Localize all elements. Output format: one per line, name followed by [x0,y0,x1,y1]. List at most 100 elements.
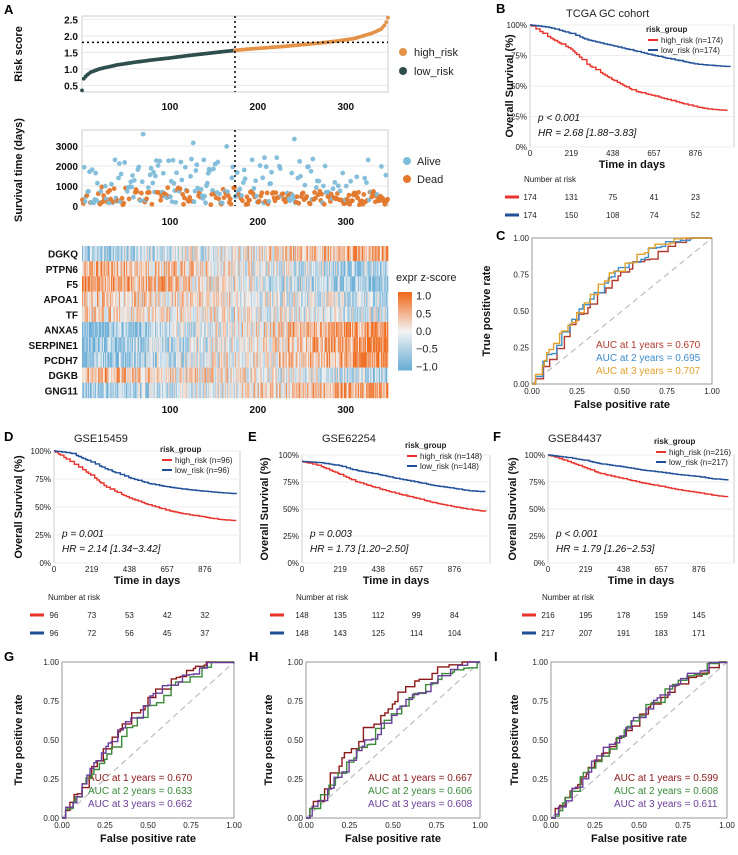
survival-point-alive [86,188,91,194]
heatmap-cell [131,291,133,307]
heatmap-cell [333,306,335,323]
heatmap-cell [211,261,213,277]
heatmap-gene-label: TF [66,310,78,321]
heatmap-cell [179,352,181,368]
roc-h-y-tick: 0.25 [287,775,303,784]
heatmap-cell [242,367,244,383]
heatmap-cell [240,306,242,323]
heatmap-cell [184,382,186,399]
heatmap-cell [378,367,380,383]
legend-high-risk-marker [399,48,407,56]
heatmap-cell [165,291,167,307]
heatmap-cell [194,246,196,262]
heatmap-cell [266,261,268,277]
heatmap-cell [371,246,373,262]
km-f-p-value: p < 0.001 [555,529,598,540]
heatmap-cell [184,352,186,368]
heatmap-cell [335,337,337,353]
heatmap-cell [236,382,238,399]
heatmap-cell [273,276,275,292]
heatmap-cell [179,246,181,262]
heatmap-cell [245,337,247,353]
heatmap-cell [178,352,180,368]
heatmap-cell [271,276,274,292]
survival-point-alive [290,192,295,198]
heatmap-cell [305,306,307,323]
heatmap-cell [312,322,314,338]
heatmap-cell [357,261,359,277]
heatmap-cell [149,246,151,262]
heatmap-cell [265,352,267,368]
survival-point-dead [184,188,190,194]
heatmap-cell [177,322,180,338]
heatmap-cell [235,367,237,383]
survival-point-alive [239,193,244,198]
heatmap-cell [88,367,90,383]
km-d-y-axis-title: Overall Survival (%) [13,455,25,559]
heatmap-cell [282,291,284,307]
heatmap-cell [251,382,253,399]
heatmap-cell [375,322,377,338]
heatmap-cell [307,337,310,353]
heatmap-cell [200,322,202,338]
heatmap-cell [227,246,230,262]
heatmap-cell [174,352,176,368]
heatmap-cell [280,367,282,383]
heatmap-cell [201,337,203,353]
heatmap-cell [242,291,244,307]
survival-point-alive [310,156,316,162]
roc-g-x-tick: 0.75 [183,821,199,830]
heatmap-cell [328,382,330,399]
heatmap-legend-swatch [398,319,412,322]
heatmap-cell [374,322,376,338]
heatmap-cell [126,322,129,338]
heatmap-cell [199,322,202,338]
heatmap-cell [113,246,115,262]
heatmap-cell [268,261,270,277]
heatmap-cell [194,261,196,277]
heatmap-cell [387,382,389,399]
heatmap-cell [340,276,342,292]
survival-point-alive [364,180,369,185]
heatmap-cell [267,276,269,292]
heatmap-cell [131,322,133,338]
heatmap-cell [363,261,365,277]
heatmap-cell [245,382,247,399]
heatmap-cell [330,306,333,323]
heatmap-cell [133,306,136,323]
heatmap-cell [147,322,149,338]
heatmap-cell [96,261,98,277]
heatmap-cell [283,322,285,338]
heatmap-cell [358,322,361,338]
heatmap-cell [289,276,291,292]
heatmap-cell [208,291,210,307]
heatmap-legend-swatch [398,323,412,326]
heatmap-cell [170,322,172,338]
heatmap-cell [337,367,340,383]
heatmap-cell [104,261,107,277]
heatmap-cell [380,337,383,353]
heatmap-cell [234,382,236,399]
heatmap-cell [324,261,326,277]
heatmap-cell [164,291,166,307]
heatmap-cell [338,246,340,262]
heatmap-cell [230,352,232,368]
heatmap-cell [266,322,268,338]
heatmap-cell [159,322,161,338]
km-f-risk-table-high-count: 195 [579,611,593,620]
heatmap-cell [341,337,343,353]
risk-score-y-tick: 0.5 [64,81,78,92]
heatmap-cell [233,367,235,383]
heatmap-cell [170,276,172,292]
heatmap-cell [156,352,158,368]
heatmap-cell [169,261,171,277]
heatmap-cell [357,291,359,307]
heatmap-cell [131,337,133,353]
heatmap-cell [261,246,263,262]
heatmap-cell [226,322,228,338]
heatmap-cell [351,367,354,383]
heatmap-cell [267,337,269,353]
heatmap-cell [255,246,257,262]
heatmap-cell [191,367,193,383]
heatmap-cell [381,337,384,353]
